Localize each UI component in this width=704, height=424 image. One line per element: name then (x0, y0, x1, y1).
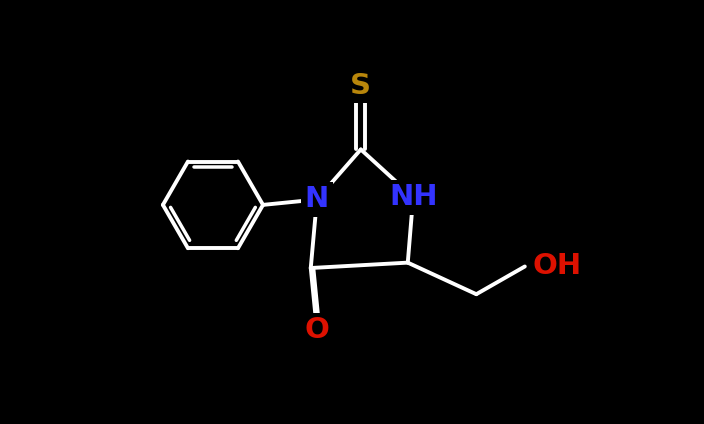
Text: OH: OH (532, 252, 582, 281)
Text: O: O (304, 316, 329, 344)
Text: NH: NH (389, 183, 437, 211)
Text: S: S (351, 72, 371, 100)
Text: N: N (305, 185, 329, 214)
